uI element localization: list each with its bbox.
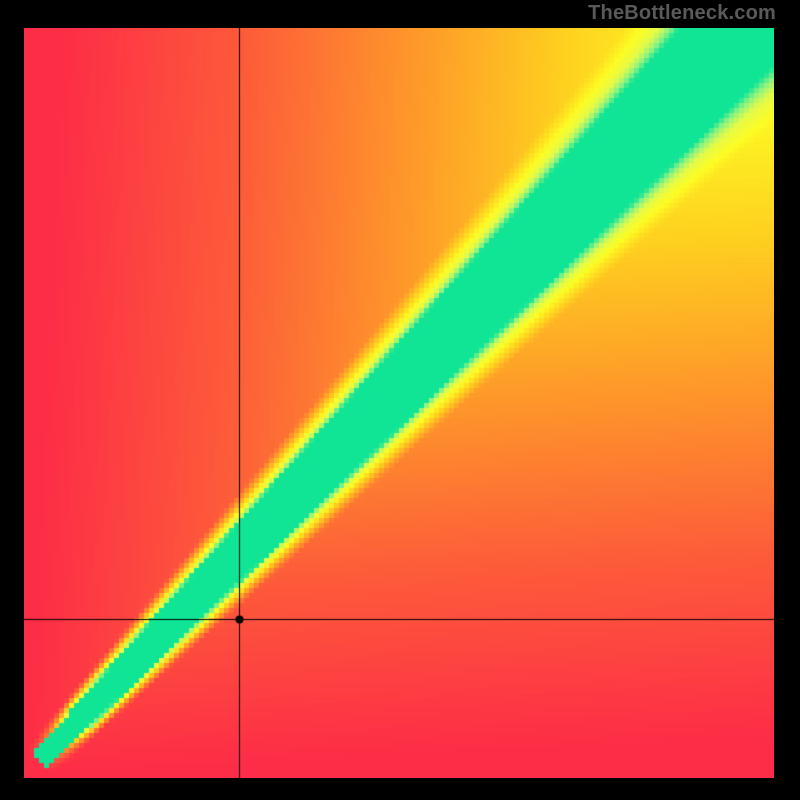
heatmap-canvas xyxy=(24,28,774,778)
chart-container: TheBottleneck.com xyxy=(0,0,800,800)
attribution-text: TheBottleneck.com xyxy=(588,2,776,25)
heatmap-plot xyxy=(24,28,774,778)
